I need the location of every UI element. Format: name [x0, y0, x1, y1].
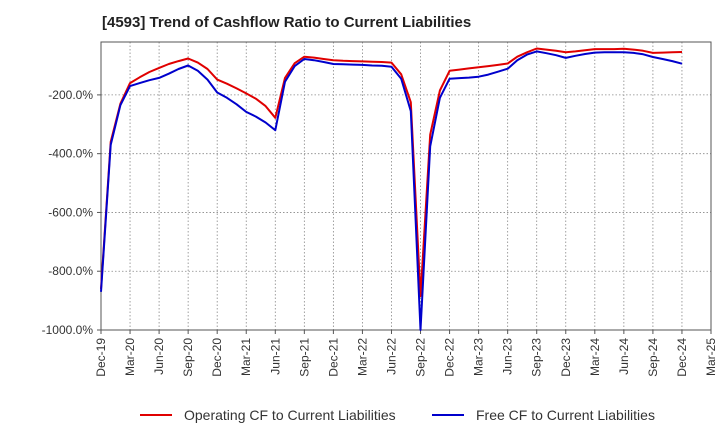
x-tick-label: Sep-24: [646, 338, 660, 377]
legend: Operating CF to Current Liabilities Free…: [0, 404, 720, 426]
x-tick-label: Mar-24: [588, 338, 602, 376]
x-tick-label: Jun-20: [152, 338, 166, 375]
legend-item-free-cf: Free CF to Current Liabilities: [432, 404, 655, 426]
y-tick-label: -1000.0%: [42, 323, 94, 337]
x-tick-label: Mar-22: [355, 338, 369, 376]
x-tick-label: Dec-23: [559, 338, 573, 377]
x-tick-label: Jun-21: [268, 338, 282, 375]
x-tick-label: Jun-24: [617, 338, 631, 375]
x-tick-label: Sep-23: [530, 338, 544, 377]
x-axis: Dec-19 Mar-20 Jun-20 Sep-20 Dec-20 Mar-21 Jun-…: [94, 330, 718, 377]
x-tick-label: Sep-21: [297, 338, 311, 377]
x-tick-label: Dec-19: [94, 338, 108, 377]
x-tick-label: Mar-20: [123, 338, 137, 376]
y-tick-label: -600.0%: [48, 205, 93, 219]
series-line-operating-cf: [100, 47, 683, 298]
legend-label-free-cf: Free CF to Current Liabilities: [476, 407, 655, 423]
x-tick-label: Dec-24: [675, 338, 689, 377]
y-tick-label: -800.0%: [48, 264, 93, 278]
x-tick-label: Sep-22: [414, 338, 428, 377]
series-line-free-cf: [100, 50, 683, 331]
x-tick-label: Mar-25: [704, 338, 718, 376]
y-tick-label: -400.0%: [48, 147, 93, 161]
series: [100, 47, 683, 331]
x-tick-label: Dec-21: [326, 338, 340, 377]
chart-title: [4593] Trend of Cashflow Ratio to Curren…: [102, 14, 472, 31]
x-tick-label: Sep-20: [181, 338, 195, 377]
legend-label-operating-cf: Operating CF to Current Liabilities: [184, 407, 396, 423]
legend-swatch-free-cf: [432, 414, 464, 416]
x-tick-label: Jun-23: [501, 338, 515, 375]
y-tick-label: -200.0%: [48, 88, 93, 102]
y-axis: -200.0% -400.0% -600.0% -800.0% -1000.0%: [42, 88, 101, 337]
x-tick-label: Dec-22: [443, 338, 457, 377]
x-tick-label: Dec-20: [210, 338, 224, 377]
legend-swatch-operating-cf: [140, 414, 172, 416]
x-tick-label: Jun-22: [384, 338, 398, 375]
x-tick-label: Mar-21: [239, 338, 253, 376]
legend-item-operating-cf: Operating CF to Current Liabilities: [140, 404, 396, 426]
plot-area: [100, 41, 712, 331]
x-tick-label: Mar-23: [472, 338, 486, 376]
